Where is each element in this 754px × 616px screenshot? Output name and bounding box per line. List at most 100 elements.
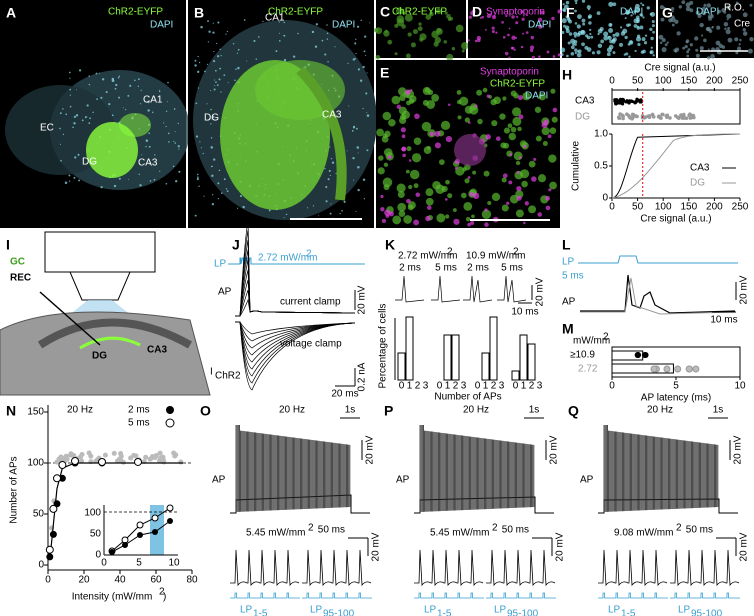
cell: [409, 169, 420, 180]
cell: [366, 111, 368, 113]
cell: [549, 127, 557, 135]
cell: [426, 145, 431, 150]
cell: [711, 26, 714, 29]
cell: [388, 118, 396, 127]
cell: [196, 173, 199, 176]
cell-dot: [656, 115, 661, 119]
dot: [143, 454, 149, 460]
cell: [508, 27, 511, 30]
cell: [573, 34, 577, 38]
cell: [445, 136, 452, 143]
cell: [658, 34, 664, 40]
cell: [651, 19, 655, 24]
cell: [364, 54, 367, 57]
cell: [456, 90, 462, 95]
trace: [230, 549, 300, 587]
cell: [574, 43, 577, 46]
cell: [608, 44, 614, 50]
cell: [541, 122, 548, 129]
label: 20 mV: [365, 435, 376, 464]
label: LP: [310, 605, 323, 616]
cell: [404, 89, 411, 95]
cell: [219, 67, 221, 70]
cell: [582, 22, 586, 26]
cell: [608, 1, 614, 7]
cell: [670, 17, 676, 23]
cell: [701, 34, 704, 37]
cell: [511, 35, 516, 40]
cell: [500, 142, 507, 149]
label: Synaptoporin: [480, 67, 539, 78]
objective: [44, 231, 156, 273]
cell: [678, 5, 682, 9]
cell: [138, 173, 140, 176]
cell: [546, 50, 550, 54]
dot: [53, 474, 61, 483]
cell: [522, 92, 531, 101]
cell: [213, 88, 216, 91]
dot: [54, 459, 60, 465]
cell-dot: [613, 98, 617, 102]
cell: [297, 32, 299, 35]
cell: [225, 33, 227, 35]
cell: [461, 49, 465, 53]
cell: [220, 54, 222, 57]
cell: [446, 53, 454, 61]
cell: [682, 46, 686, 50]
label: 0.5: [594, 161, 608, 172]
label: 10.9 mW/mm: [466, 251, 525, 262]
cell: [619, 42, 623, 47]
label: 150: [680, 202, 697, 213]
cell: [596, 50, 601, 55]
label: Cre signal (a.u.): [644, 63, 715, 74]
dot: [109, 549, 115, 555]
cell: [624, 17, 627, 20]
cell: [639, 13, 643, 16]
x-tick-label: 2: [415, 381, 421, 392]
cell: [352, 156, 355, 160]
bar: [611, 363, 674, 374]
label: 5.45 mW/mm: [430, 528, 489, 539]
label: 1s: [345, 405, 356, 416]
cell: [127, 94, 130, 97]
label: AP: [396, 475, 410, 486]
cell: [528, 205, 537, 214]
cell: [477, 38, 481, 43]
cell: [440, 120, 451, 130]
trace: [235, 321, 356, 335]
label: 2: [308, 523, 314, 534]
cell: [530, 35, 535, 40]
cell: [431, 30, 439, 39]
cell: [356, 146, 360, 149]
cell: [111, 114, 114, 117]
panel-label: A: [6, 5, 16, 21]
trace: [230, 592, 300, 599]
label: 1s: [529, 405, 540, 416]
dot: [151, 514, 159, 522]
cell: [208, 30, 211, 33]
cell: [174, 131, 176, 133]
label: DG: [575, 112, 590, 123]
cell: [441, 185, 448, 193]
label: 20 mV: [739, 532, 750, 561]
label: 50: [632, 76, 644, 87]
cell: [68, 180, 71, 182]
label: 0: [45, 575, 51, 586]
cell: [377, 167, 385, 175]
cell: [609, 39, 613, 44]
cell: [707, 48, 710, 51]
cell: [355, 210, 357, 213]
cell: [624, 35, 628, 40]
cell: [151, 111, 154, 113]
spike-train: [603, 425, 719, 512]
cell: [158, 90, 161, 93]
label: 0: [101, 558, 107, 569]
cell: [537, 174, 547, 183]
cell: [676, 31, 681, 36]
cell: [445, 214, 450, 219]
cell: [707, 14, 711, 18]
cell: [474, 39, 478, 43]
cell: [278, 21, 280, 23]
label: CA1: [143, 95, 163, 106]
